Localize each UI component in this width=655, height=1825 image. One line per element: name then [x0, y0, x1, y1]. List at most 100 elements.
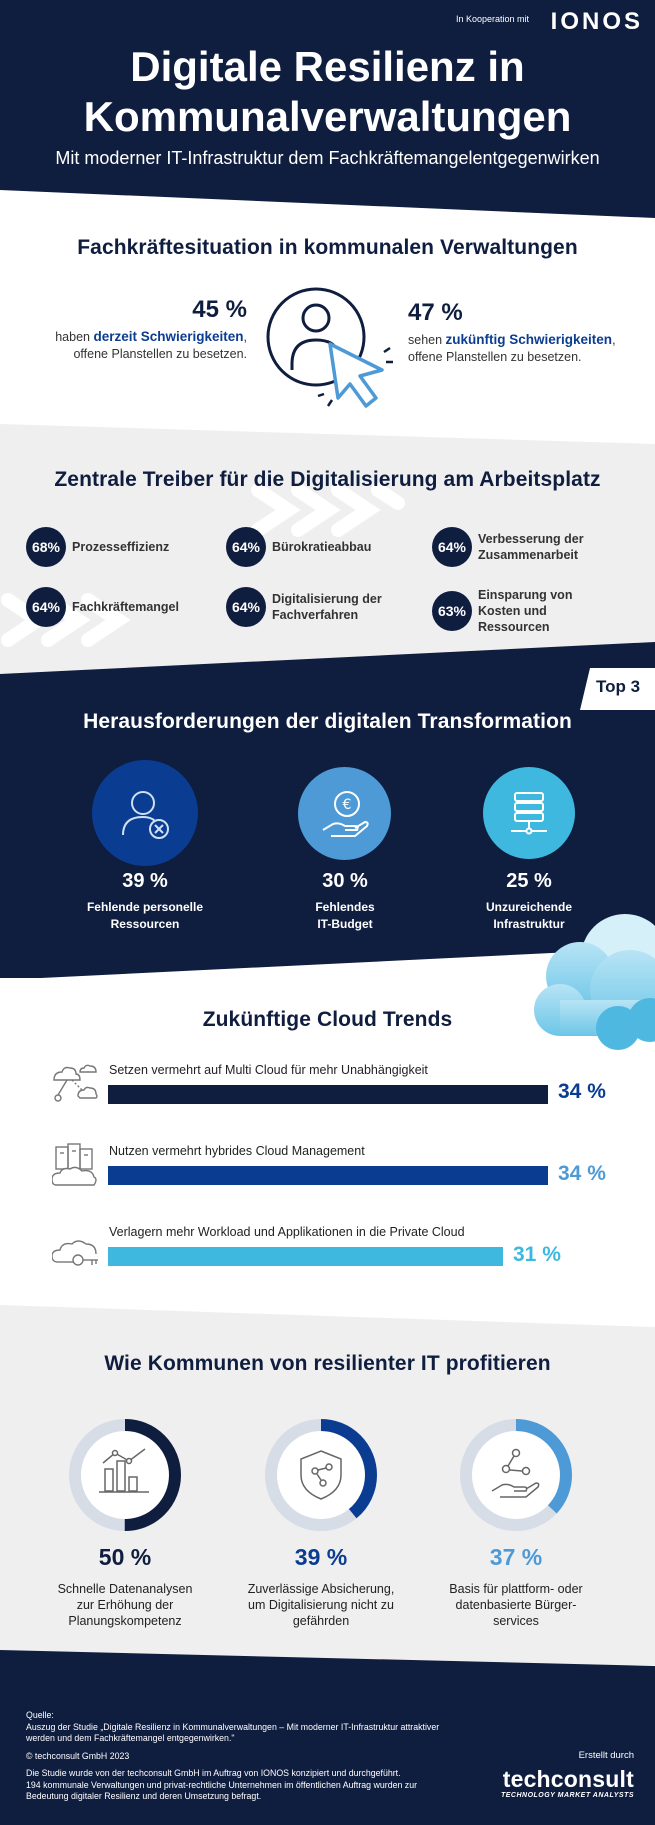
- challenge-label-3-line1: Unzureichende: [485, 900, 572, 914]
- trend-label-2: Nutzen vermehrt hybrides Cloud Managemen…: [109, 1144, 365, 1158]
- driver-item-1: 68% Prozesseffizienz: [26, 527, 169, 567]
- footer-source-line1: Auszug der Studie „Digitale Resilienz in…: [26, 1721, 440, 1732]
- benefit-donut-arc-2: [265, 1419, 377, 1531]
- footer-source-label: Quelle:: [26, 1710, 54, 1720]
- benefit-donuts: [69, 1419, 572, 1531]
- footer-source: Quelle: Auszug der Studie „Digitale Resi…: [26, 1710, 486, 1803]
- ionos-logo: IONOS: [550, 8, 643, 35]
- benefit-donut-arc-3: [460, 1419, 572, 1531]
- trend-pct-3: 31 %: [513, 1243, 561, 1266]
- benefit-pct-2: 39 %: [294, 1544, 348, 1570]
- benefit-label-1-line2: zur Erhöhung der: [76, 1598, 174, 1612]
- benefit-label-3-line3: services: [493, 1614, 539, 1628]
- trend-bar-3: [108, 1247, 503, 1266]
- benefit-label-2-line2: um Digitalisierung nicht zu: [248, 1598, 394, 1612]
- techconsult-logo: techconsult: [502, 1766, 634, 1792]
- challenge-label-1-line1: Fehlende personelle: [86, 900, 204, 914]
- staff-right-post: ,: [612, 333, 616, 347]
- title-line-1: Digitale Resilienz in: [130, 43, 525, 90]
- driver-pct-6: 63%: [432, 591, 472, 631]
- trend-bar-1: [108, 1085, 548, 1104]
- hand-network-icon: [491, 1448, 540, 1498]
- benefit-label-2-line3: gefährden: [292, 1614, 350, 1628]
- staff-heading: Fachkräftesituation in kommunalen Verwal…: [77, 236, 578, 259]
- driver-label-1: Prozesseffizienz: [72, 540, 170, 554]
- cooperation-label: In Kooperation mit: [455, 14, 529, 24]
- staff-right-block: 47 % sehen zukünftig Schwierigkeiten, of…: [408, 299, 616, 366]
- benefit-donut-3: [460, 1419, 572, 1531]
- challenge-label-2-line1: Fehlendes: [315, 900, 375, 914]
- benefit-label-1-line3: Planungskompetenz: [68, 1614, 182, 1628]
- server-icon: [511, 792, 547, 835]
- trend-bar-2: [108, 1166, 548, 1185]
- title-line-2: Kommunalverwaltungen: [83, 93, 572, 140]
- challenge-item-2: €: [298, 767, 391, 860]
- svg-text:€: €: [342, 797, 351, 813]
- footer-source-line2: werden und dem Fachkräftemangel entgegen…: [26, 1733, 235, 1743]
- driver-pct-1: 68%: [26, 527, 66, 567]
- footer-note-line3: Bedeutung digitaler Resilienz und deren …: [26, 1791, 262, 1801]
- driver-label-2: Bürokratieabbau: [272, 540, 372, 554]
- cloud-heading: Zukünftige Cloud Trends: [202, 1008, 453, 1031]
- challenge-label-3: Unzureichende Infrastruktur: [444, 899, 614, 933]
- benefit-donut-2: [265, 1419, 377, 1531]
- footer-section: [0, 1650, 655, 1825]
- benefit-donut-1: [69, 1419, 181, 1531]
- shield-network-icon: [300, 1450, 342, 1500]
- staff-left-text: haben derzeit Schwierigkeiten, offene Pl…: [55, 328, 247, 363]
- challenge-label-1-line2: Ressourcen: [110, 917, 180, 931]
- driver-label-5: Digitalisierung der Fachverfahren: [272, 592, 382, 622]
- driver-pct-4: 64%: [26, 587, 66, 627]
- benefit-text-1: 50 % Schnelle Datenanalysen zur Erhöhung…: [40, 1544, 210, 1629]
- driver-item-4: 64% Fachkräftemangel: [26, 587, 179, 627]
- challenge-label-1: Fehlende personelle Ressourcen: [60, 899, 230, 933]
- footer-copyright: © techconsult GmbH 2023: [26, 1750, 130, 1761]
- top3-badge-shape: [580, 668, 655, 710]
- staff-left-bold: derzeit Schwierigkeiten: [93, 329, 244, 344]
- top3-badge: Top 3: [596, 677, 641, 696]
- challenge-label-2: Fehlendes IT-Budget: [260, 899, 430, 933]
- benefit-donut-arc-1: [69, 1419, 181, 1531]
- drivers-heading: Zentrale Treiber für die Digitalisierung…: [54, 468, 601, 491]
- driver-item-3: 64% Verbesserung der Zusammenarbeit: [432, 527, 596, 567]
- private-cloud-icon: [52, 1240, 98, 1266]
- driver-pct-2: 64%: [226, 527, 266, 567]
- driver-item-6: 63% Einsparung von Kosten und Ressourcen: [432, 587, 600, 635]
- benefit-label-2-line1: Zuverlässige Absicherung,: [247, 1582, 395, 1596]
- challenge-pct-2: 30 %: [322, 870, 368, 892]
- user-cursor-icon: [266, 287, 393, 408]
- benefit-label-3: Basis für plattform- oder datenbasierte …: [431, 1581, 601, 1629]
- trend-pct-1: 34 %: [558, 1080, 606, 1103]
- challenge-pct-1: 39 %: [122, 870, 168, 892]
- staff-left-block: 45 % haben derzeit Schwierigkeiten, offe…: [55, 296, 247, 363]
- challenge-text-3: 25 % Unzureichende Infrastruktur: [444, 870, 614, 933]
- hybrid-cloud-icon: [52, 1143, 97, 1186]
- benefit-pct-1: 50 %: [98, 1544, 152, 1570]
- staff-left-line2: offene Planstellen zu besetzen.: [73, 347, 247, 361]
- driver-label-6: Einsparung von Kosten und Ressourcen: [478, 588, 573, 634]
- staff-right-text: sehen zukünftig Schwierigkeiten, offene …: [408, 331, 616, 366]
- page-title: Digitale Resilienz in Kommunalverwaltung…: [0, 42, 655, 142]
- header-section: [0, 0, 655, 220]
- staff-right-bold: zukünftig Schwierigkeiten: [445, 332, 613, 347]
- benefits-heading: Wie Kommunen von resilienter IT profitie…: [104, 1352, 551, 1375]
- challenge-label-3-line2: Infrastruktur: [493, 917, 565, 931]
- footer-note-line1: Die Studie wurde von der techconsult Gmb…: [26, 1768, 401, 1778]
- footer-note-line2: 194 kommunale Verwaltungen und privat-re…: [26, 1779, 418, 1790]
- benefit-text-2: 39 % Zuverlässige Absicherung, um Digita…: [236, 1544, 406, 1629]
- staff-left-post: ,: [243, 330, 247, 344]
- person-x-icon: [122, 791, 169, 839]
- driver-item-5: 64% Digitalisierung der Fachverfahren: [226, 587, 388, 627]
- driver-label-3: Verbesserung der Zusammenarbeit: [478, 532, 584, 562]
- driver-pct-3: 64%: [432, 527, 472, 567]
- challenges-heading: Herausforderungen der digitalen Transfor…: [83, 710, 572, 733]
- challenge-label-2-line2: IT-Budget: [317, 917, 373, 931]
- benefit-pct-3: 37 %: [489, 1544, 543, 1570]
- staff-right-pct: 47 %: [408, 299, 463, 326]
- challenge-item-1: [92, 760, 198, 866]
- driver-label-4: Fachkräftemangel: [72, 600, 179, 614]
- benefit-label-1: Schnelle Datenanalysen zur Erhöhung der …: [40, 1581, 210, 1629]
- challenge-text-1: 39 % Fehlende personelle Ressourcen: [60, 870, 230, 933]
- drivers-top-diagonal: [0, 424, 655, 444]
- benefit-label-2: Zuverlässige Absicherung, um Digitalisie…: [236, 1581, 406, 1629]
